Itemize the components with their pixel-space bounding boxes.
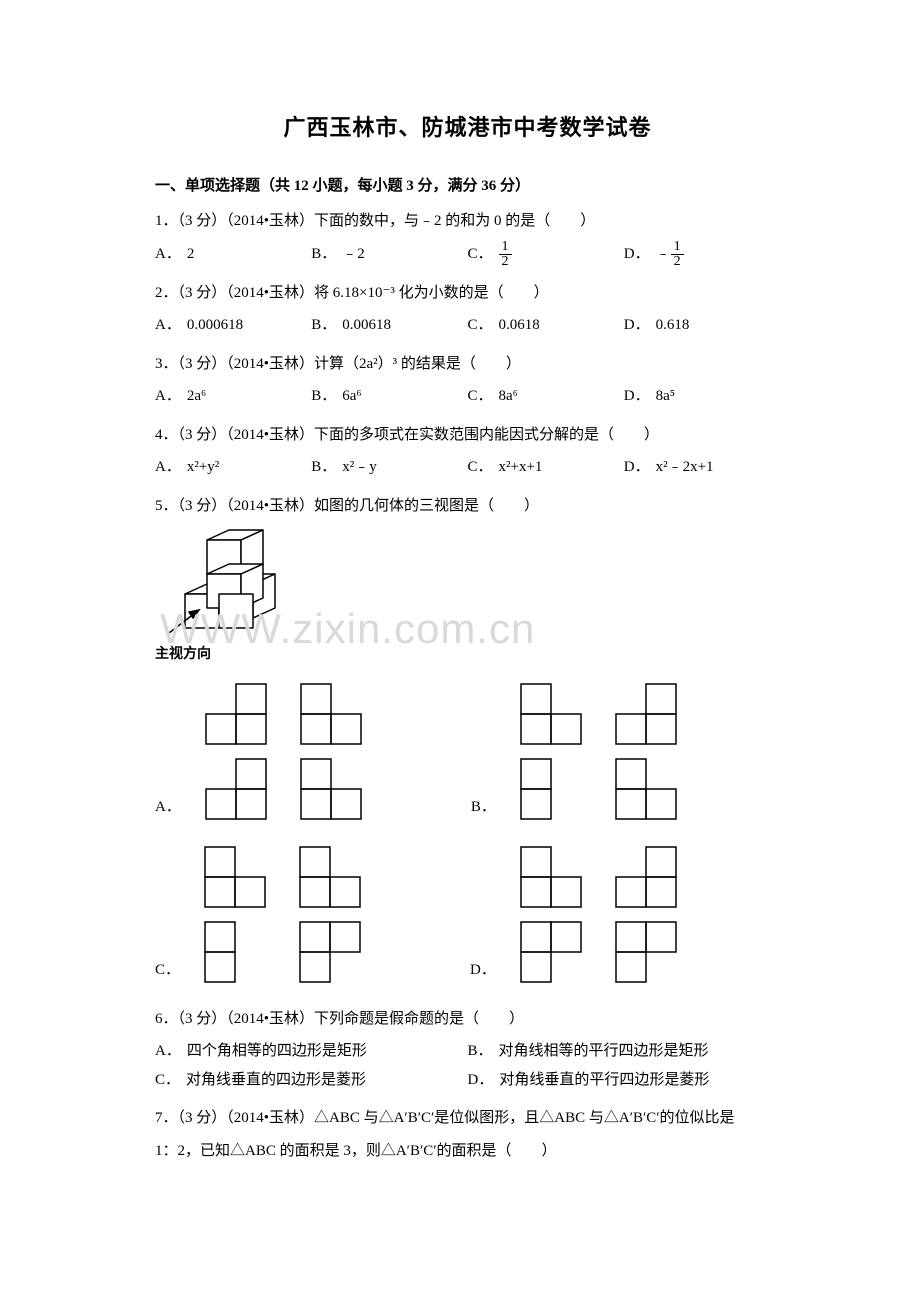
q6-choice-a: A．四个角相等的四边形是矩形 [155, 1037, 468, 1066]
choice-letter: D． [624, 240, 650, 269]
q4-stem: 4．（3 分）（2014•玉林）下面的多项式在实数范围内能因式分解的是（ ） [155, 421, 780, 450]
q3-choice-c: C．8a⁶ [468, 382, 624, 411]
question-6: 6．（3 分）（2014•玉林）下列命题是假命题的是（ ） A．四个角相等的四边… [155, 1005, 780, 1095]
q1-choice-b: B． ﹣2 [311, 240, 467, 269]
question-3: 3．（3 分）（2014•玉林）计算（2a²）³ 的结果是（ ） A．2a⁶ B… [155, 350, 780, 411]
three-view-icon [190, 842, 295, 987]
q4-choice-c: C．x²+x+1 [468, 453, 624, 482]
three-view-icon [611, 842, 686, 987]
q5-stem: 5．（3 分）（2014•玉林）如图的几何体的三视图是（ ） [155, 492, 780, 521]
q5-choice-b: B． [471, 679, 686, 824]
q5-choice-c: C． [155, 842, 370, 987]
q4-choice-b: B．x²﹣y [311, 453, 467, 482]
section-header: 一、单项选择题（共 12 小题，每小题 3 分，满分 36 分） [155, 174, 780, 195]
choice-letter: B． [311, 240, 336, 269]
q5-choice-d: D． [470, 842, 686, 987]
three-view-icon [191, 679, 296, 824]
choice-letter: C． [468, 240, 493, 269]
fraction: 1 2 [671, 240, 684, 269]
q1-choice-d: D． ﹣ 1 2 [624, 240, 780, 269]
q7-stem-1: 7．（3 分）（2014•玉林）△ABC 与△A′B′C′是位似图形，且△ABC… [155, 1104, 780, 1133]
question-5: 5．（3 分）（2014•玉林）如图的几何体的三视图是（ ） [155, 492, 780, 987]
q5-choice-a: A． [155, 679, 371, 824]
q7-stem-2: 1：2，已知△ABC 的面积是 3，则△A′B′C′的面积是（ ） [155, 1137, 780, 1166]
q1-choice-c: C． 1 2 [468, 240, 624, 269]
question-1: 1．（3 分）（2014•玉林）下面的数中，与﹣2 的和为 0 的是（ ） A．… [155, 207, 780, 269]
three-view-icon [506, 679, 611, 824]
question-7: 7．（3 分）（2014•玉林）△ABC 与△A′B′C′是位似图形，且△ABC… [155, 1104, 780, 1165]
q4-choice-d: D．x²﹣2x+1 [624, 453, 780, 482]
three-view-icon [296, 679, 371, 824]
q6-choice-d: D．对角线垂直的平行四边形是菱形 [468, 1066, 781, 1095]
q3-choice-d: D．8a⁵ [624, 382, 780, 411]
q2-choice-b: B．0.00618 [311, 311, 467, 340]
q2-choice-a: A．0.000618 [155, 311, 311, 340]
q4-choice-a: A．x²+y² [155, 453, 311, 482]
fraction: 1 2 [499, 240, 512, 269]
q6-choice-c: C．对角线垂直的四边形是菱形 [155, 1066, 468, 1095]
q3-choice-a: A．2a⁶ [155, 382, 311, 411]
three-view-icon [295, 842, 370, 987]
choice-letter: A． [155, 240, 181, 269]
q1-choice-a: A． 2 [155, 240, 311, 269]
minus-sign: ﹣ [656, 240, 671, 269]
q1-stem: 1．（3 分）（2014•玉林）下面的数中，与﹣2 的和为 0 的是（ ） [155, 207, 780, 236]
q2-choice-c: C．0.0618 [468, 311, 624, 340]
view-direction-label: 主视方向 [155, 642, 780, 669]
q2-choice-d: D．0.618 [624, 311, 780, 340]
three-view-icon [611, 679, 686, 824]
question-4: 4．（3 分）（2014•玉林）下面的多项式在实数范围内能因式分解的是（ ） A… [155, 421, 780, 482]
q3-choice-b: B．6a⁶ [311, 382, 467, 411]
choice-value: ﹣2 [342, 240, 365, 269]
q3-stem: 3．（3 分）（2014•玉林）计算（2a²）³ 的结果是（ ） [155, 350, 780, 379]
q6-choice-b: B．对角线相等的平行四边形是矩形 [468, 1037, 781, 1066]
question-2: 2．（3 分）（2014•玉林）将 6.18×10⁻³ 化为小数的是（ ） A．… [155, 279, 780, 340]
three-view-icon [506, 842, 611, 987]
choice-value: 2 [187, 240, 195, 269]
q2-stem: 2．（3 分）（2014•玉林）将 6.18×10⁻³ 化为小数的是（ ） [155, 279, 780, 308]
q6-stem: 6．（3 分）（2014•玉林）下列命题是假命题的是（ ） [155, 1005, 780, 1034]
q5-solid-figure [159, 528, 780, 638]
exam-title: 广西玉林市、防城港市中考数学试卷 [155, 110, 780, 142]
